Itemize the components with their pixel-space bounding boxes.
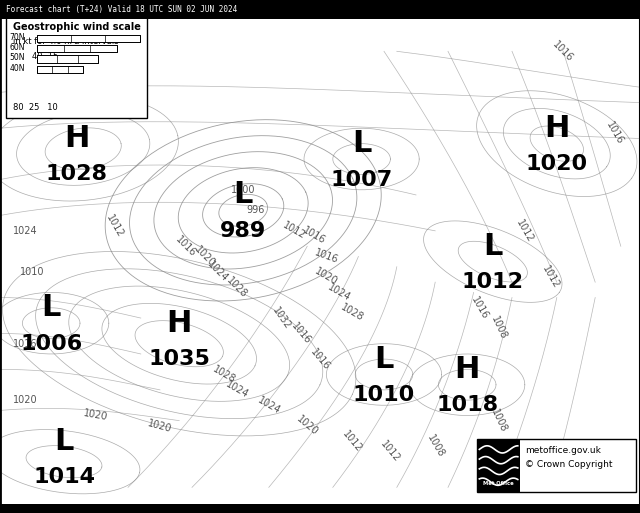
Text: Geostrophic wind scale: Geostrophic wind scale bbox=[13, 22, 141, 31]
Text: 1016: 1016 bbox=[551, 39, 575, 64]
Text: 1016: 1016 bbox=[470, 294, 490, 321]
Text: 1020: 1020 bbox=[13, 395, 38, 405]
Text: 1008: 1008 bbox=[490, 315, 509, 342]
Text: 1010: 1010 bbox=[20, 267, 44, 277]
Text: 1012: 1012 bbox=[515, 218, 535, 244]
Text: L: L bbox=[42, 293, 61, 322]
Text: H: H bbox=[166, 309, 192, 338]
Text: 1020: 1020 bbox=[83, 408, 109, 423]
Text: L: L bbox=[54, 427, 74, 456]
Text: 1028: 1028 bbox=[46, 165, 108, 184]
Text: in kt for 4.0 hPa intervals: in kt for 4.0 hPa intervals bbox=[13, 37, 118, 46]
Text: L: L bbox=[483, 232, 502, 261]
Text: 1012: 1012 bbox=[340, 428, 364, 454]
Text: 1008: 1008 bbox=[490, 407, 509, 434]
Bar bbox=[37, 66, 83, 73]
Text: 1028: 1028 bbox=[339, 303, 365, 323]
Text: 1007: 1007 bbox=[330, 170, 393, 189]
Bar bbox=[37, 55, 98, 63]
Text: 1012: 1012 bbox=[462, 272, 524, 292]
Text: metoffice.gov.uk
© Crown Copyright: metoffice.gov.uk © Crown Copyright bbox=[525, 446, 613, 468]
Text: 1028: 1028 bbox=[211, 364, 237, 385]
Text: 1020: 1020 bbox=[294, 414, 320, 438]
Text: L: L bbox=[234, 181, 253, 209]
Text: 70N: 70N bbox=[10, 33, 25, 42]
Text: 60N: 60N bbox=[10, 43, 25, 52]
Text: H: H bbox=[64, 124, 90, 153]
Text: 1024: 1024 bbox=[255, 395, 282, 416]
Text: 1020: 1020 bbox=[313, 267, 340, 287]
Text: 1024: 1024 bbox=[326, 282, 353, 303]
Text: 1032: 1032 bbox=[271, 305, 292, 331]
Text: 1016: 1016 bbox=[173, 234, 198, 259]
Text: 1035: 1035 bbox=[148, 349, 210, 369]
Bar bbox=[6, 15, 147, 118]
Text: 50N: 50N bbox=[10, 53, 25, 63]
Text: 1012: 1012 bbox=[281, 221, 308, 241]
Text: 1020: 1020 bbox=[193, 244, 217, 269]
Text: 1024: 1024 bbox=[205, 260, 230, 284]
Text: 1000: 1000 bbox=[231, 185, 255, 195]
Bar bbox=[477, 439, 520, 492]
Text: 1024: 1024 bbox=[13, 226, 38, 236]
Text: 1016: 1016 bbox=[604, 120, 625, 147]
Text: 1012: 1012 bbox=[379, 439, 402, 464]
Text: 1014: 1014 bbox=[33, 467, 95, 487]
Text: L: L bbox=[352, 129, 371, 158]
Text: L: L bbox=[374, 345, 394, 373]
Text: 1016: 1016 bbox=[289, 321, 312, 346]
Text: 1012: 1012 bbox=[540, 264, 561, 290]
Bar bbox=[0, 0, 640, 19]
Bar bbox=[37, 35, 140, 42]
Text: 1016: 1016 bbox=[308, 346, 332, 372]
Text: 989: 989 bbox=[220, 221, 266, 241]
Bar bbox=[477, 439, 636, 492]
Bar bbox=[0, 504, 640, 513]
Text: 1008: 1008 bbox=[425, 433, 445, 460]
Text: 1016: 1016 bbox=[313, 248, 340, 265]
Text: 1024: 1024 bbox=[223, 380, 250, 400]
Text: 80  25   10: 80 25 10 bbox=[13, 103, 58, 112]
Text: 1010: 1010 bbox=[353, 385, 415, 405]
Text: 1018: 1018 bbox=[436, 396, 499, 415]
Text: 1020: 1020 bbox=[147, 418, 173, 434]
Text: 1016: 1016 bbox=[13, 339, 38, 349]
Text: Forecast chart (T+24) Valid 18 UTC SUN 02 JUN 2024: Forecast chart (T+24) Valid 18 UTC SUN 0… bbox=[6, 5, 237, 14]
Text: 996: 996 bbox=[247, 205, 265, 215]
Text: 1006: 1006 bbox=[20, 334, 83, 353]
Text: 1016: 1016 bbox=[301, 226, 326, 246]
Text: 40  15: 40 15 bbox=[32, 52, 58, 62]
Text: 1020: 1020 bbox=[525, 154, 588, 174]
Text: H: H bbox=[544, 114, 570, 143]
Text: Met Office: Met Office bbox=[483, 481, 514, 486]
Text: 40N: 40N bbox=[10, 64, 25, 73]
Text: 1012: 1012 bbox=[105, 212, 125, 239]
Text: 1028: 1028 bbox=[225, 275, 249, 300]
Text: H: H bbox=[454, 355, 480, 384]
Bar bbox=[37, 45, 117, 52]
